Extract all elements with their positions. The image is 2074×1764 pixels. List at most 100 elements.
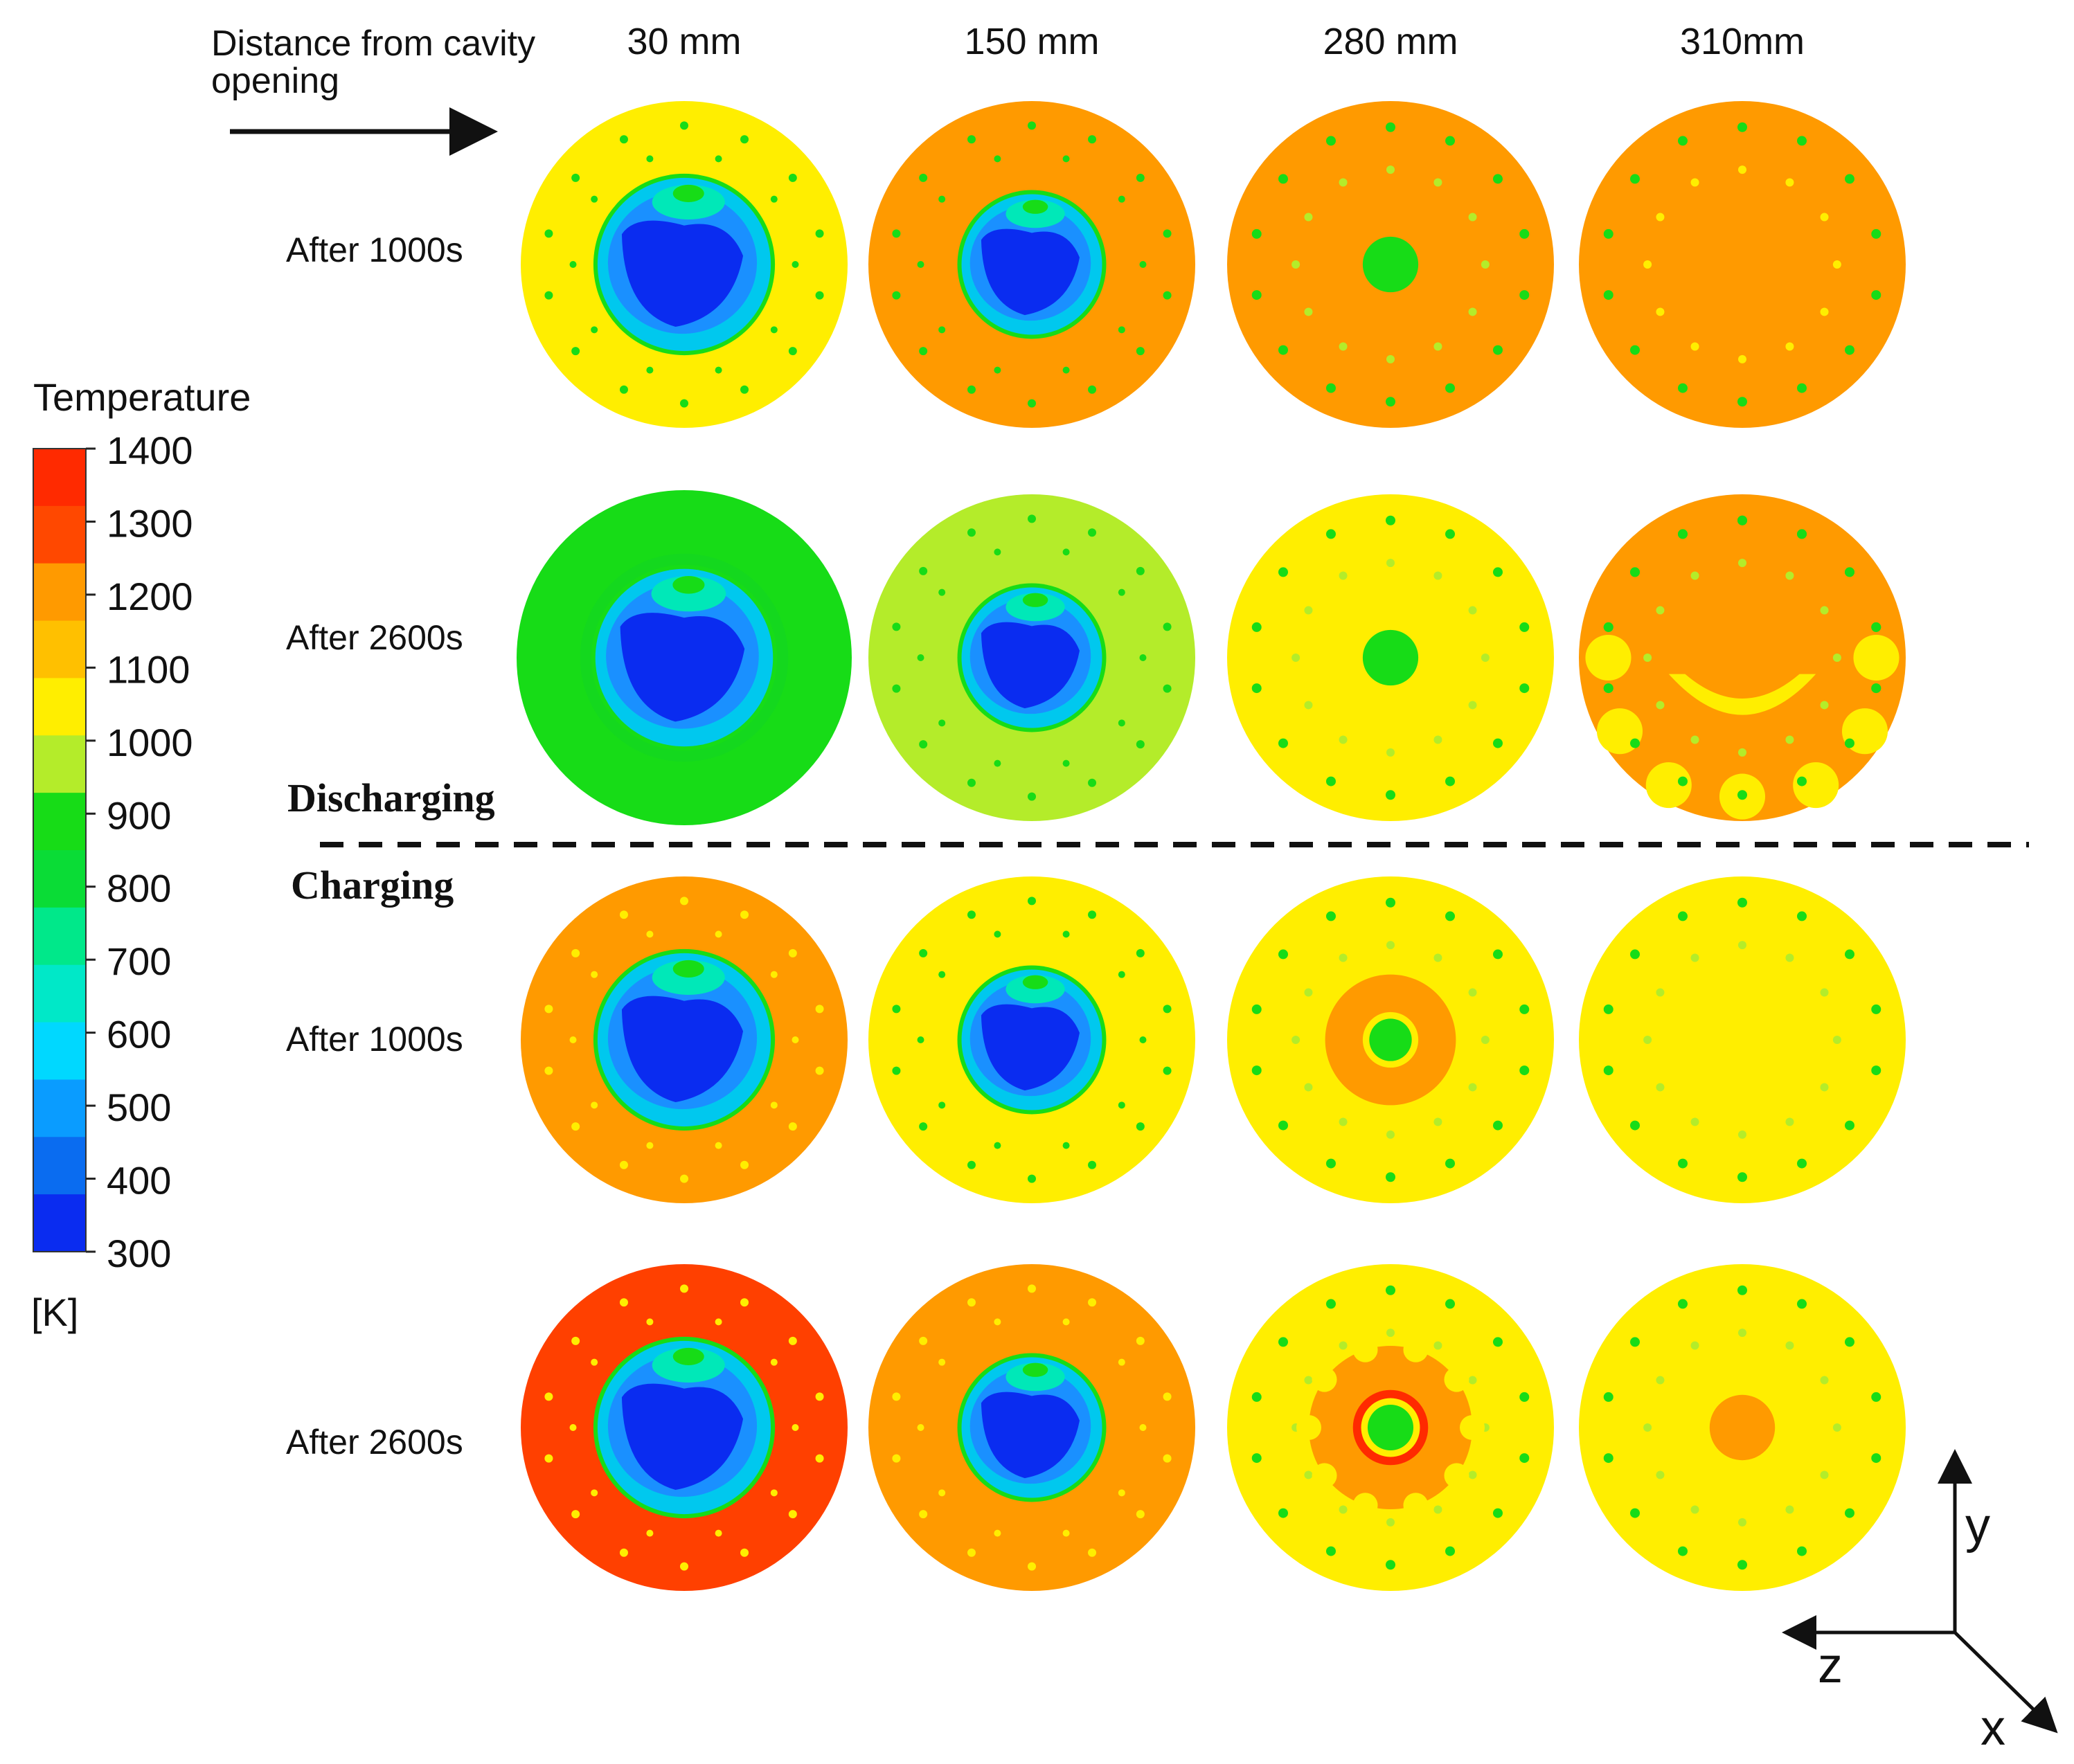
tube-hole bbox=[1690, 735, 1699, 744]
tube-hole bbox=[1820, 988, 1829, 997]
tube-hole bbox=[1339, 1117, 1348, 1126]
x-axis-arrow bbox=[1954, 1631, 2058, 1734]
tube-hole bbox=[1797, 383, 1807, 393]
tube-hole bbox=[715, 155, 722, 163]
tube-hole bbox=[569, 261, 577, 268]
tube-hole bbox=[1690, 342, 1699, 351]
panel-row0-col3 bbox=[1579, 101, 1906, 428]
tube-hole bbox=[740, 910, 749, 919]
colorbar-band bbox=[33, 735, 86, 793]
tube-hole bbox=[1433, 735, 1442, 744]
tube-hole bbox=[1251, 1453, 1262, 1464]
tube-hole bbox=[892, 291, 901, 300]
tube-hole bbox=[1630, 949, 1641, 960]
panel-row2-col3 bbox=[1579, 876, 1906, 1203]
tube-hole bbox=[1820, 213, 1829, 222]
tube-hole bbox=[619, 910, 628, 919]
tube-hole bbox=[1062, 548, 1070, 556]
tube-hole bbox=[1656, 606, 1665, 615]
tube-hole bbox=[1737, 515, 1747, 525]
tube-hole bbox=[1325, 1299, 1336, 1309]
tube-hole bbox=[770, 1101, 778, 1109]
tube-hole bbox=[1677, 383, 1688, 393]
tube-hole bbox=[591, 1489, 598, 1497]
tube-hole bbox=[994, 1529, 1001, 1537]
tube-hole bbox=[1481, 260, 1490, 269]
tube-hole bbox=[1643, 1036, 1652, 1044]
panel-disk bbox=[1579, 494, 1906, 821]
tube-hole bbox=[1785, 1341, 1794, 1350]
colorbar-band bbox=[33, 620, 86, 678]
tube-hole bbox=[919, 1336, 928, 1345]
column-header-30mm: 30 mm bbox=[627, 21, 741, 62]
tube-hole bbox=[646, 155, 654, 163]
tube-hole bbox=[1291, 260, 1300, 269]
tube-hole bbox=[1339, 1341, 1348, 1350]
tube-hole bbox=[919, 173, 928, 182]
tube-hole bbox=[1677, 776, 1688, 786]
tube-hole bbox=[1251, 228, 1262, 239]
column-header-150mm: 150 mm bbox=[964, 21, 1099, 62]
tube-hole bbox=[967, 385, 976, 394]
tube-hole bbox=[938, 326, 946, 334]
tube-hole bbox=[1118, 1489, 1125, 1497]
tube-hole bbox=[1603, 228, 1613, 239]
tube-hole bbox=[1832, 260, 1841, 269]
tube-hole bbox=[770, 1489, 778, 1497]
tube-hole bbox=[815, 1454, 824, 1463]
colorbar-title: Temperature bbox=[33, 375, 251, 419]
tube-hole bbox=[815, 291, 824, 300]
tube-hole bbox=[792, 1424, 799, 1431]
tube-hole bbox=[938, 971, 946, 978]
tube-hole bbox=[770, 326, 778, 334]
tube-hole bbox=[1304, 1376, 1313, 1385]
tube-hole bbox=[1028, 1562, 1036, 1571]
tube-hole bbox=[892, 622, 901, 631]
tube-hole bbox=[815, 229, 824, 238]
tube-hole bbox=[1677, 1158, 1688, 1169]
tube-hole bbox=[1519, 1065, 1530, 1076]
tube-hole bbox=[1468, 213, 1477, 222]
tube-hole bbox=[544, 291, 553, 300]
tube-hole bbox=[680, 121, 688, 130]
tube-hole bbox=[1677, 136, 1688, 146]
panel-row2-col0 bbox=[521, 876, 848, 1203]
tube-hole bbox=[1820, 1470, 1829, 1479]
colorbar-band bbox=[33, 505, 86, 564]
tube-hole bbox=[792, 261, 799, 268]
row-label-discharging-1000s: After 1000s bbox=[286, 231, 463, 269]
tube-hole bbox=[1163, 291, 1172, 300]
tube-hole bbox=[1832, 654, 1841, 662]
panel-disk bbox=[1579, 101, 1906, 428]
tube-hole bbox=[1386, 1518, 1395, 1527]
tube-hole bbox=[1832, 1423, 1841, 1432]
tube-hole bbox=[544, 1392, 553, 1401]
tube-hole bbox=[892, 1392, 901, 1401]
tube-hole bbox=[1630, 738, 1641, 748]
tube-hole bbox=[1291, 654, 1300, 662]
tube-hole bbox=[1163, 622, 1172, 631]
tube-hole bbox=[715, 1318, 722, 1326]
tube-hole bbox=[1136, 1510, 1145, 1519]
colorbar-tick-label: 600 bbox=[107, 1013, 171, 1056]
cavity-top-green bbox=[672, 576, 705, 594]
tube-hole bbox=[1820, 1083, 1829, 1092]
row-label-discharging-2600s: After 2600s bbox=[286, 618, 463, 657]
tube-hole bbox=[740, 1298, 749, 1307]
cavity-top-green bbox=[672, 1347, 704, 1365]
tube-hole bbox=[1656, 213, 1665, 222]
colorbar-tick-label: 400 bbox=[107, 1159, 171, 1203]
tube-hole bbox=[1062, 1529, 1070, 1537]
contour-panels bbox=[517, 101, 1906, 1591]
tube-hole bbox=[1445, 529, 1456, 539]
colorbar-band bbox=[33, 850, 86, 908]
tube-hole bbox=[1386, 941, 1395, 950]
tube-hole bbox=[1468, 701, 1477, 710]
tube-hole bbox=[1492, 1120, 1503, 1131]
core-orange-dot bbox=[1709, 1394, 1776, 1461]
tube-hole bbox=[1603, 622, 1613, 632]
tube-hole bbox=[1519, 228, 1530, 239]
tube-hole bbox=[892, 1005, 901, 1014]
tube-hole bbox=[1738, 1329, 1746, 1338]
tube-hole bbox=[1844, 1337, 1854, 1347]
